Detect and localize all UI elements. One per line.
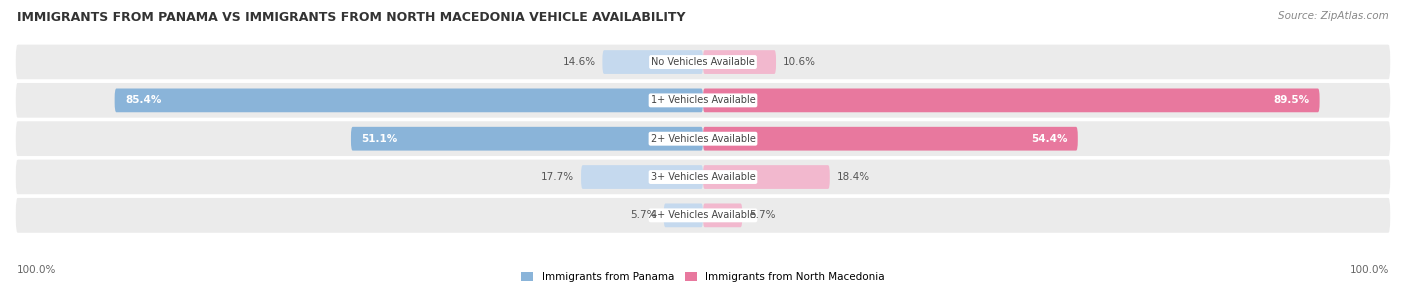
Text: 10.6%: 10.6%: [783, 57, 815, 67]
Text: No Vehicles Available: No Vehicles Available: [651, 57, 755, 67]
FancyBboxPatch shape: [703, 165, 830, 189]
FancyBboxPatch shape: [664, 203, 703, 227]
FancyBboxPatch shape: [703, 203, 742, 227]
Text: 100.0%: 100.0%: [1350, 265, 1389, 275]
FancyBboxPatch shape: [14, 43, 1392, 81]
FancyBboxPatch shape: [581, 165, 703, 189]
FancyBboxPatch shape: [14, 81, 1392, 120]
FancyBboxPatch shape: [14, 196, 1392, 235]
FancyBboxPatch shape: [14, 120, 1392, 158]
Text: 85.4%: 85.4%: [125, 96, 162, 105]
FancyBboxPatch shape: [602, 50, 703, 74]
FancyBboxPatch shape: [703, 127, 1078, 151]
FancyBboxPatch shape: [14, 158, 1392, 196]
FancyBboxPatch shape: [352, 127, 703, 151]
FancyBboxPatch shape: [703, 88, 1320, 112]
Text: 17.7%: 17.7%: [541, 172, 574, 182]
Text: 18.4%: 18.4%: [837, 172, 870, 182]
Text: 5.7%: 5.7%: [749, 210, 776, 220]
Text: 1+ Vehicles Available: 1+ Vehicles Available: [651, 96, 755, 105]
Text: 89.5%: 89.5%: [1274, 96, 1309, 105]
Text: 100.0%: 100.0%: [17, 265, 56, 275]
Text: 5.7%: 5.7%: [630, 210, 657, 220]
Text: 4+ Vehicles Available: 4+ Vehicles Available: [651, 210, 755, 220]
Text: IMMIGRANTS FROM PANAMA VS IMMIGRANTS FROM NORTH MACEDONIA VEHICLE AVAILABILITY: IMMIGRANTS FROM PANAMA VS IMMIGRANTS FRO…: [17, 11, 685, 24]
Text: 3+ Vehicles Available: 3+ Vehicles Available: [651, 172, 755, 182]
Text: 14.6%: 14.6%: [562, 57, 596, 67]
Text: 51.1%: 51.1%: [361, 134, 398, 144]
Text: 54.4%: 54.4%: [1031, 134, 1067, 144]
FancyBboxPatch shape: [115, 88, 703, 112]
Text: Source: ZipAtlas.com: Source: ZipAtlas.com: [1278, 11, 1389, 21]
Text: 2+ Vehicles Available: 2+ Vehicles Available: [651, 134, 755, 144]
Legend: Immigrants from Panama, Immigrants from North Macedonia: Immigrants from Panama, Immigrants from …: [517, 268, 889, 286]
FancyBboxPatch shape: [703, 50, 776, 74]
